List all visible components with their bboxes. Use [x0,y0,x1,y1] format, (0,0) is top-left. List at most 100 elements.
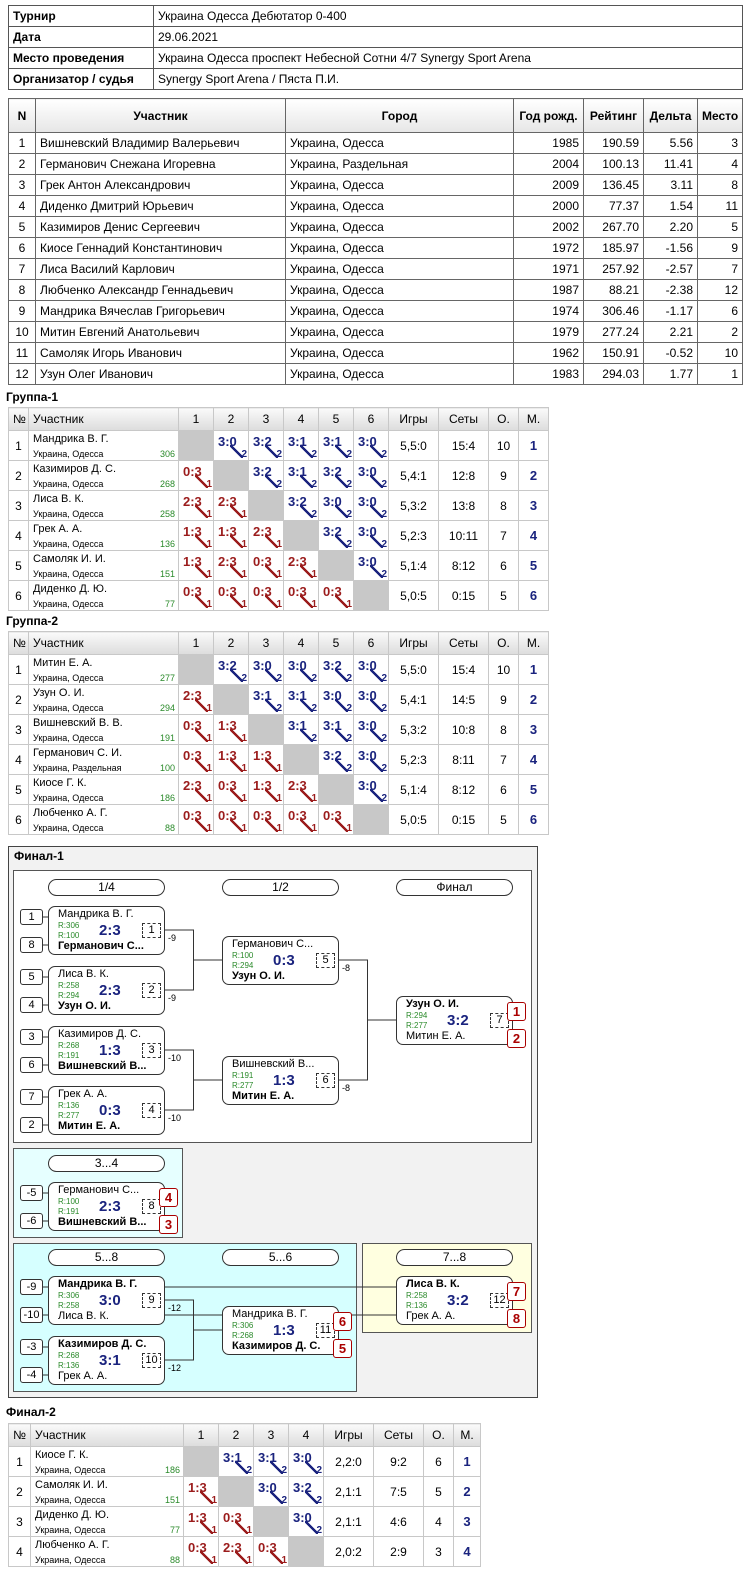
result-row: 4 Грек А. А. Украина, Одесса 136 1:3 1 1:3 1 2:3… [8,520,549,551]
sets: 7:5 [373,1476,424,1507]
loser-to: -10 [168,1053,182,1063]
game-points: 2 [381,539,387,550]
info-label: Турнир [8,5,154,27]
player-rating: R:100 [58,1197,80,1206]
player-name: Германович С. И. [33,747,123,759]
result-box: 1:3 1 [180,522,213,550]
result-cell: 0:3 1 [283,580,319,611]
source-seed: -5 [20,1185,43,1201]
result-cell: 1:3 1 [248,744,284,775]
header-cell: О. [488,631,519,655]
participant-cell: 1.54 [643,195,698,217]
participant-cell: 1962 [513,342,584,364]
place-box: 4 [159,1188,178,1207]
result-box: 1:3 1 [180,552,213,580]
points: 5 [488,804,519,835]
game-points: 2 [346,539,352,550]
result-box: 1:3 1 [185,1478,218,1506]
result-row: 3 Диденко Д. Ю. Украина, Одесса 77 1:3 1 0:3 1 3… [8,1506,481,1537]
player-rating: R:306 [232,1321,254,1330]
result-row: 3 Лиса В. К. Украина, Одесса 258 2:3 1 2:3 1 3:2… [8,490,549,521]
player-rating: R:100 [232,951,254,960]
result-cell: 3:2 2 [318,744,354,775]
game-points: 1 [311,599,317,610]
header-cell: № [8,631,29,655]
game-points: 2 [311,673,317,684]
result-cell: 3:0 2 [283,654,319,685]
player-rating: R:191 [232,1071,254,1080]
participant-cell: 5.56 [643,132,698,154]
points: 6 [488,550,519,581]
source-seed: 8 [20,937,43,953]
player-rating: 88 [164,823,175,833]
header-cell: 5 [318,631,354,655]
player-rating: R:268 [58,1041,80,1050]
participant-cell: 277.24 [583,321,644,343]
participant-cell: 2 [697,321,743,343]
result-cell: 3:0 2 [353,774,389,805]
game-points: 2 [276,703,282,714]
diagonal [195,595,208,608]
result-cell: 3:0 2 [288,1506,324,1537]
result-box: 3:2 2 [320,746,353,774]
game-points: 2 [311,703,317,714]
result-box: 3:0 2 [355,776,388,804]
participant-cell: Киосе Геннадий Константинович [35,237,286,259]
self-cell [178,654,214,685]
participant-cell: Лиса В. К. Украина, Одесса 258 [28,490,179,521]
source-seed: -10 [20,1307,43,1323]
participant-box: Казимиров Д. С. Украина, Одесса 268 [30,462,178,490]
result-row: 6 Любченко А. Г. Украина, Одесса 88 0:3 1 0:3 1… [8,804,549,835]
game-points: 2 [276,479,282,490]
result-box: 3:0 2 [255,1478,288,1506]
participant-cell: Узун Олег Иванович [35,363,286,385]
player-name: Узун О. И. [406,998,459,1010]
game-points: 1 [211,1555,217,1566]
points: 6 [423,1446,454,1477]
header-cell: Сеты [438,631,489,655]
diagonal [195,819,208,832]
player-rating: R:191 [58,1051,80,1060]
header-cell: 5 [318,407,354,431]
header-cell: О. [423,1423,454,1447]
diagonal [270,1461,283,1474]
game-points: 1 [276,763,282,774]
loser-to: -8 [342,963,351,973]
result-box: 0:3 1 [285,582,318,610]
player-rating: R:277 [406,1021,428,1030]
player-city: Украина, Одесса [33,599,104,609]
result-box: 3:0 2 [290,1508,323,1536]
points: 5 [488,580,519,611]
sets: 8:12 [438,550,489,581]
result-box: 0:3 1 [215,776,248,804]
match-box: Узун О. И. R:294 R:277 Митин Е. А. 3:2 7 [396,996,513,1045]
result-cell: 3:0 2 [353,520,389,551]
diagonal [335,505,348,518]
result-row: 1 Митин Е. А. Украина, Одесса 277 3:2 2 3:0 2 3:… [8,654,549,685]
match-box: Казимиров Д. С. R:268 R:136 Грек А. А. 3:1 10 [48,1336,165,1385]
player-name: Лиса В. К. [33,493,84,505]
diagonal [195,699,208,712]
participant-row: 5 Казимиров Денис Сергеевич Украина, Одесс… [8,216,743,238]
place: 2 [518,684,549,715]
participant-cell: Диденко Д. Ю. Украина, Одесса 77 [28,580,179,611]
participant-cell: Диденко Д. Ю. Украина, Одесса 77 [30,1506,184,1537]
sets: 12:8 [438,460,489,491]
participant-cell: Лиса Василий Карлович [35,258,286,280]
player-name: Вишневский В... [232,1058,315,1070]
result-box: 1:3 1 [185,1508,218,1536]
match-score: 2:3 [99,982,121,999]
self-cell [353,580,389,611]
participant-cell: Мандрика Вячеслав Григорьевич [35,300,286,322]
sets: 8:11 [438,744,489,775]
participant-cell: 11 [697,195,743,217]
diagonal [305,1491,318,1504]
header-cell: № [8,407,29,431]
player-rating: R:294 [406,1011,428,1020]
info-label: Дата [8,26,154,48]
participant-box: Диденко Д. Ю. Украина, Одесса 77 [32,1508,183,1536]
player-name: Германович С... [58,940,144,952]
header-cell: 1 [178,407,214,431]
participant-cell: Любченко А. Г. Украина, Одесса 88 [30,1536,184,1567]
place: 5 [518,550,549,581]
